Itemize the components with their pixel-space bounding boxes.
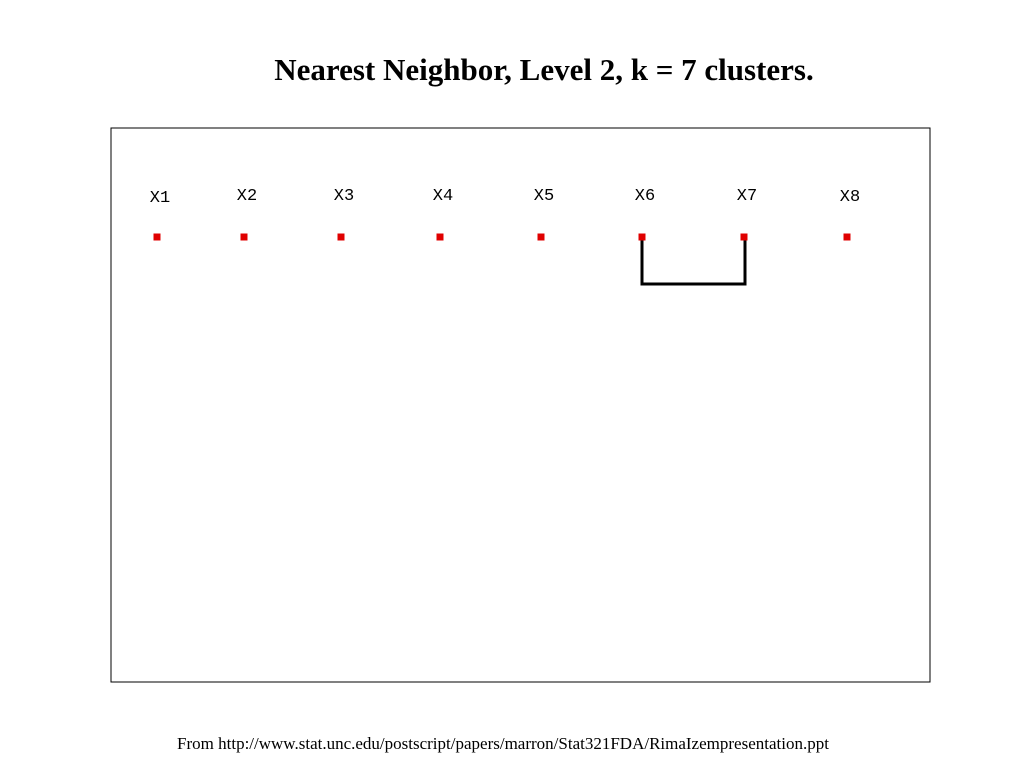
node-label: X7 xyxy=(737,187,757,206)
node-point xyxy=(740,233,748,241)
diagram-frame xyxy=(110,127,931,683)
node-point xyxy=(537,233,545,241)
source-footer: From http://www.stat.unc.edu/postscript/… xyxy=(177,734,829,753)
node-point xyxy=(240,233,248,241)
node-point xyxy=(638,233,646,241)
slide-title: Nearest Neighbor, Level 2, k = 7 cluster… xyxy=(274,52,813,87)
cluster-bracket xyxy=(640,237,747,286)
node-point xyxy=(843,233,851,241)
node-label: X3 xyxy=(334,187,354,206)
node-point xyxy=(153,233,161,241)
node-label: X5 xyxy=(534,187,554,206)
node-label: X2 xyxy=(237,187,257,206)
nodes: X1 X2 X3 X4 X5 X6 X7 X8 xyxy=(150,187,860,241)
node-point xyxy=(337,233,345,241)
node-label: X4 xyxy=(433,187,453,206)
node-point xyxy=(436,233,444,241)
node-label: X1 xyxy=(150,189,170,208)
node-label: X6 xyxy=(635,187,655,206)
node-label: X8 xyxy=(840,188,860,207)
